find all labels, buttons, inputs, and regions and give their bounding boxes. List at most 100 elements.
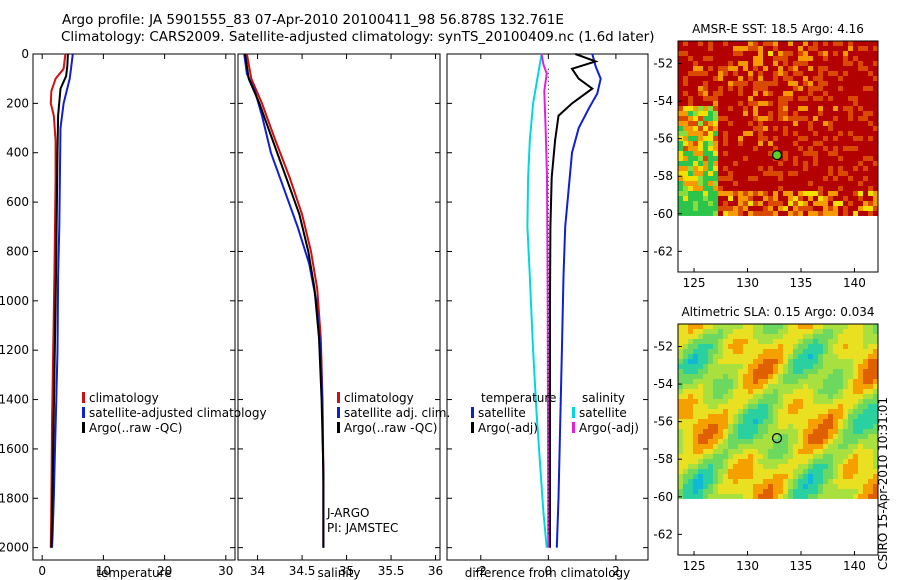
sst-map-cell (733, 111, 739, 117)
sst-map-cell (738, 146, 744, 152)
sla-map-cell (778, 354, 784, 360)
sla-map-cell (828, 469, 834, 475)
sst-map-cell (713, 131, 719, 137)
sst-map-cell (803, 86, 809, 92)
sla-map-cell (703, 334, 709, 340)
sla-map-cell (743, 429, 749, 435)
sst-map-cell (828, 46, 834, 52)
sla-map-cell (763, 424, 769, 430)
sst-map-cell (863, 186, 869, 192)
sla-map-cell (753, 394, 759, 400)
sla-map-cell (763, 419, 769, 425)
sla-map-cell (798, 459, 804, 465)
sla-map-cell (778, 339, 784, 345)
sst-map-cell (778, 51, 784, 57)
sst-map-cell (768, 116, 774, 122)
sst-map-cell (803, 116, 809, 122)
sla-map-cell (783, 489, 789, 495)
sst-map-cell (763, 131, 769, 137)
sla-map-cell (718, 484, 724, 490)
sla-map-cell (873, 374, 879, 380)
sla-map-cell (833, 474, 839, 480)
sst-map-cell (823, 136, 829, 142)
sla-map-cell (778, 444, 784, 450)
sst-map-cell (723, 121, 729, 127)
sst-map-cell (758, 46, 764, 52)
sla-map-cell (843, 484, 849, 490)
sla-map-cell (748, 424, 754, 430)
sla-map-cell (753, 464, 759, 470)
sst-map-cell (783, 41, 789, 47)
sst-map-cell (818, 81, 824, 87)
sla-map-cell (773, 444, 779, 450)
sst-map-cell (718, 71, 724, 77)
sla-map-cell (743, 369, 749, 375)
sla-map-cell (808, 434, 814, 440)
sla-map-cell (693, 349, 699, 355)
sst-map-cell (768, 211, 774, 216)
sst-map-cell (843, 201, 849, 207)
sst-map-cell (773, 56, 779, 62)
sla-map-cell (688, 374, 694, 380)
sst-map-cell (708, 146, 714, 152)
sla-map-cell (858, 489, 864, 495)
sla-map-cell (698, 364, 704, 370)
sst-map-cell (753, 106, 759, 112)
sst-map-cell (848, 111, 854, 117)
sla-map-cell (798, 394, 804, 400)
sla-map-cell (863, 419, 869, 425)
sla-map-cell (793, 459, 799, 465)
sst-map-cell (873, 41, 879, 47)
sst-map-cell (763, 156, 769, 162)
sst-map-cell (708, 81, 714, 87)
sla-map-cell (853, 429, 859, 435)
sst-map-cell (698, 76, 704, 82)
sst-map-cell (743, 166, 749, 172)
temperature-xlabel: temperature (96, 566, 171, 580)
sst-map-cell (728, 121, 734, 127)
sla-map-cell (853, 494, 859, 499)
sla-map-cell (733, 349, 739, 355)
sst-map-cell (803, 71, 809, 77)
sst-map-cell (703, 156, 709, 162)
sla-map-cell (853, 454, 859, 460)
sst-map-cell (853, 121, 859, 127)
sst-map-cell (683, 71, 689, 77)
sst-map-cell (733, 171, 739, 177)
sla-map-cell (868, 479, 874, 485)
sst-map-cell (708, 116, 714, 122)
sla-map-cell (693, 429, 699, 435)
sst-map-cell (783, 196, 789, 202)
sla-map-cell (753, 424, 759, 430)
sst-map-cell (793, 81, 799, 87)
sst-map-cell (688, 136, 694, 142)
sla-map-cell (828, 349, 834, 355)
sst-map-cell (803, 61, 809, 67)
sla-map-cell (733, 494, 739, 499)
sst-map-cell (728, 86, 734, 92)
sla-map-cell (833, 379, 839, 385)
sst-map-cell (853, 191, 859, 197)
sst-map-cell (773, 121, 779, 127)
sst-map-cell (773, 66, 779, 72)
sst-map-cell (863, 166, 869, 172)
sla-map-cell (683, 409, 689, 415)
sla-map-cell (683, 394, 689, 400)
sla-map-cell (788, 449, 794, 455)
sla-map-cell (723, 479, 729, 485)
sst-map-cell (693, 61, 699, 67)
sla-map-cell (833, 449, 839, 455)
sst-map-cell (783, 156, 789, 162)
sla-map-cell (708, 489, 714, 495)
sla-map-cell (748, 369, 754, 375)
sla-map-cell (703, 424, 709, 430)
sst-map-cell (688, 131, 694, 137)
sst-map-cell (728, 131, 734, 137)
sst-map-cell (813, 146, 819, 152)
sst-map-cell (738, 66, 744, 72)
sst-map-cell (843, 76, 849, 82)
sst-map-cell (833, 181, 839, 187)
sla-map-cell (713, 364, 719, 370)
sst-map-cell (698, 61, 704, 67)
sst-map-cell (758, 141, 764, 147)
